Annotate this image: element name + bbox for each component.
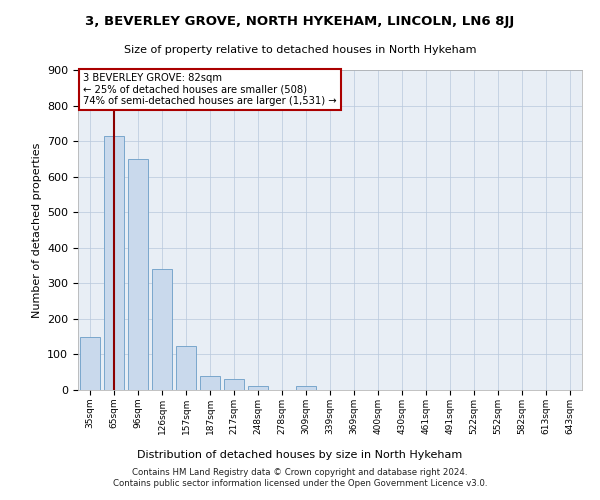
Bar — [152, 269, 172, 390]
Bar — [200, 376, 220, 390]
Bar — [128, 159, 148, 390]
Bar — [104, 136, 124, 390]
Bar — [176, 346, 196, 390]
Bar — [296, 386, 316, 390]
Bar — [80, 336, 100, 390]
Text: 3, BEVERLEY GROVE, NORTH HYKEHAM, LINCOLN, LN6 8JJ: 3, BEVERLEY GROVE, NORTH HYKEHAM, LINCOL… — [85, 15, 515, 28]
Bar — [248, 386, 268, 390]
Text: Contains HM Land Registry data © Crown copyright and database right 2024.
Contai: Contains HM Land Registry data © Crown c… — [113, 468, 487, 487]
Text: Distribution of detached houses by size in North Hykeham: Distribution of detached houses by size … — [137, 450, 463, 460]
Text: Size of property relative to detached houses in North Hykeham: Size of property relative to detached ho… — [124, 45, 476, 55]
Bar — [224, 380, 244, 390]
Text: 3 BEVERLEY GROVE: 82sqm
← 25% of detached houses are smaller (508)
74% of semi-d: 3 BEVERLEY GROVE: 82sqm ← 25% of detache… — [83, 73, 337, 106]
Y-axis label: Number of detached properties: Number of detached properties — [32, 142, 41, 318]
